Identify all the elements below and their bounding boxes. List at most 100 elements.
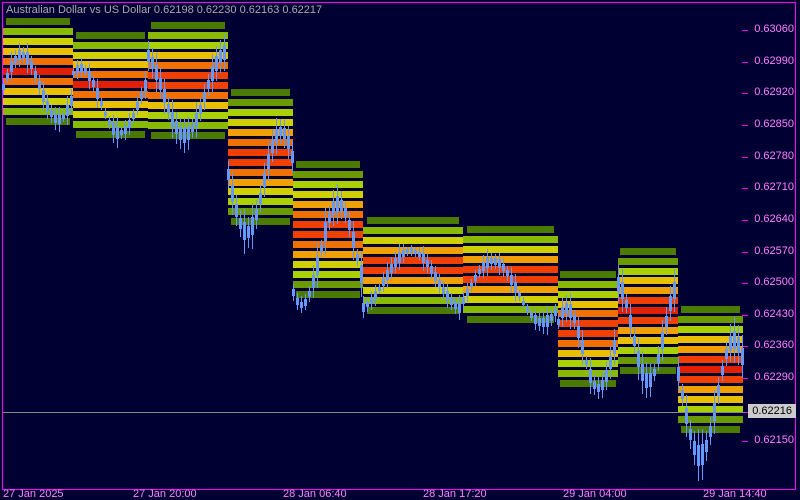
x-tick-label: 28 Jan 06:40 [283, 488, 347, 500]
candle-body [352, 232, 355, 248]
candle-body [514, 282, 517, 293]
candle-body [195, 113, 198, 127]
candle-body [259, 193, 262, 204]
candle-body [203, 92, 206, 102]
candle-body [223, 45, 226, 60]
candle-layer [3, 3, 743, 473]
candle-body [398, 252, 401, 263]
candle-body [104, 112, 107, 116]
candle-body [454, 302, 457, 309]
candle-body [641, 364, 644, 381]
candle-body [430, 266, 433, 273]
candle-body [390, 264, 393, 273]
candle-body [292, 289, 295, 296]
candle-body [84, 68, 87, 72]
candle-body [629, 315, 632, 329]
candle-body [617, 277, 620, 292]
candle-body [362, 303, 365, 312]
candle-body [159, 78, 162, 90]
candle-body [530, 313, 533, 318]
candle-body [402, 250, 405, 258]
candle-body [494, 258, 497, 264]
y-tick-label: 0.62990 [754, 55, 794, 67]
candle-body [72, 71, 75, 75]
candle-body [344, 208, 347, 216]
candle-body [26, 52, 29, 64]
candle-body [6, 73, 9, 79]
candle-body [66, 105, 69, 116]
candle-body [136, 102, 139, 110]
candle-body [300, 302, 303, 309]
candle-body [42, 90, 45, 102]
candle-body [243, 222, 246, 240]
candle-body [649, 373, 652, 387]
y-tick-label: 0.62570 [754, 245, 794, 257]
candle-body [296, 298, 299, 305]
candle-body [518, 293, 521, 297]
candle-body [478, 269, 481, 274]
candle-body [80, 64, 83, 72]
current-price-label: 0.62216 [748, 404, 796, 418]
candle-body [88, 71, 91, 81]
candle-body [693, 441, 696, 455]
candle-body [657, 354, 660, 364]
candle-body [542, 318, 545, 328]
candle-body [386, 270, 389, 280]
candle-body [737, 337, 740, 353]
candle-body [394, 258, 397, 266]
candle-body [502, 264, 505, 272]
candle-body [247, 226, 250, 238]
candle-body [219, 50, 222, 63]
chart-title: Australian Dollar vs US Dollar 0.62198 0… [6, 4, 322, 16]
candle-body [191, 125, 194, 133]
candle-body [442, 287, 445, 294]
candle-body [356, 254, 359, 261]
candle-body [661, 332, 664, 348]
candle-body [108, 120, 111, 126]
candle-body [645, 373, 648, 387]
candle-body [506, 270, 509, 276]
y-tick-label: 0.62500 [754, 276, 794, 288]
candle-body [458, 303, 461, 313]
candle-body [34, 71, 37, 78]
candle-body [613, 340, 616, 355]
candle-body [406, 249, 409, 253]
candle-body [332, 201, 335, 215]
candle-body [328, 213, 331, 223]
candle-body [573, 315, 576, 323]
candle-body [601, 380, 604, 391]
candle-body [199, 105, 202, 114]
candle-body [569, 304, 572, 319]
candle-body [653, 369, 656, 376]
candle-body [62, 115, 65, 119]
candle-body [58, 115, 61, 125]
candle-body [721, 366, 724, 374]
candle-body [446, 291, 449, 301]
y-tick-label: 0.62360 [754, 339, 794, 351]
candle-body [38, 81, 41, 89]
candle-body [215, 56, 218, 70]
y-tick-label: 0.62430 [754, 308, 794, 320]
candle-body [151, 57, 154, 69]
chart-container: Australian Dollar vs US Dollar 0.62198 0… [0, 0, 800, 500]
candle-body [717, 385, 720, 396]
candle-body [316, 257, 319, 275]
candle-body [112, 123, 115, 134]
candle-body [589, 369, 592, 384]
candle-body [585, 360, 588, 365]
y-tick-label: 0.62920 [754, 86, 794, 98]
candle-body [470, 283, 473, 287]
candle-body [46, 101, 49, 111]
candle-body [665, 316, 668, 327]
candle-body [320, 245, 323, 252]
candle-body [581, 340, 584, 354]
candle-body [709, 426, 712, 437]
candle-body [673, 282, 676, 299]
candle-body [526, 307, 529, 312]
candle-body [239, 218, 242, 229]
candle-body [374, 291, 377, 299]
candle-body [30, 61, 33, 69]
candle-body [304, 299, 307, 305]
candle-body [171, 112, 174, 127]
candle-body [251, 217, 254, 235]
